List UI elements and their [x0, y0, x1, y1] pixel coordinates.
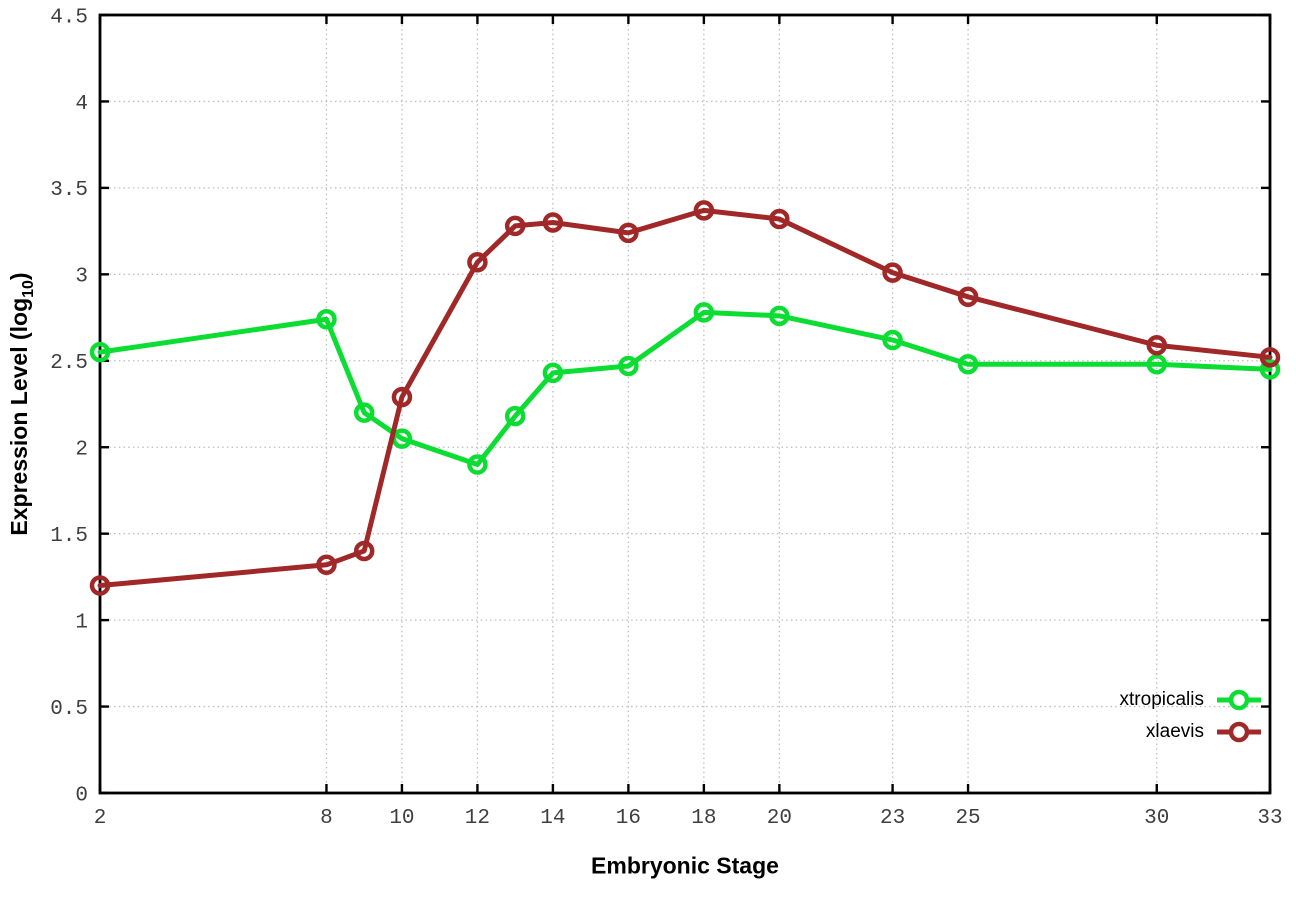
x-tick-label: 33: [1257, 807, 1282, 830]
y-axis-title-close: ): [6, 272, 33, 281]
data-point-marker: [693, 302, 715, 323]
x-tick-label: 16: [616, 807, 641, 830]
data-point-marker: [1146, 353, 1168, 375]
legend-label: xlaevis: [1145, 721, 1204, 742]
data-point-marker: [89, 341, 111, 363]
y-tick-label: 3.5: [50, 179, 88, 202]
data-point-marker: [353, 540, 375, 562]
data-point-marker: [467, 251, 488, 273]
x-tick-label: 25: [955, 807, 980, 830]
data-point-marker: [882, 329, 903, 351]
data-point-marker: [1146, 334, 1168, 356]
data-point-marker: [882, 262, 903, 283]
data-point-marker: [1259, 359, 1281, 380]
y-tick-labels: 0 0.5 1 1.5 2 2.5 3 3.5 4 4.5: [50, 6, 88, 807]
y-tick-label: 2.5: [50, 352, 88, 375]
data-point-marker: [618, 355, 639, 377]
y-tick-label: 4.5: [50, 6, 88, 29]
data-point-marker: [353, 402, 375, 423]
x-tick-label: 20: [767, 807, 792, 830]
x-axis-title: Embryonic Stage: [591, 852, 779, 879]
series-line-xtropicalis: [97, 309, 1273, 468]
legend-item-xlaevis: xlaevis: [1120, 716, 1262, 748]
data-point-marker: [504, 215, 526, 237]
data-point-marker: [89, 575, 111, 596]
series-xtropicalis: [89, 302, 1281, 475]
x-tick-label: 2: [94, 807, 107, 830]
x-tick-label: 14: [540, 807, 565, 830]
data-point-marker: [467, 454, 488, 475]
series-xlaevis: [89, 200, 1281, 596]
series-line-xlaevis: [97, 207, 1273, 589]
y-tick-label: 0.5: [50, 698, 88, 721]
y-tick-label: 2: [75, 439, 88, 462]
y-tick-label: 0: [75, 784, 88, 807]
series-marker-icon: [1217, 721, 1261, 743]
data-point-marker: [316, 554, 337, 576]
data-point-marker: [957, 286, 979, 308]
x-tick-labels: 2 8 10 12 14 16 18 20 23 25 30 33: [94, 807, 1283, 830]
x-tick-label: 8: [320, 807, 333, 830]
x-tick-label: 23: [880, 807, 905, 830]
data-point-marker: [1259, 347, 1281, 368]
data-point-marker: [618, 222, 639, 244]
data-point-marker: [391, 386, 413, 408]
x-tick-label: 10: [389, 807, 414, 830]
x-tick-label: 12: [465, 807, 490, 830]
data-point-marker: [504, 405, 526, 427]
y-tick-label: 4: [75, 93, 88, 116]
legend: xtropicalis xlaevis: [1120, 684, 1262, 748]
grid-lines: [100, 15, 1270, 793]
y-axis-title-subscript: 10: [19, 280, 37, 298]
plot-border: [98, 13, 1272, 795]
data-point-marker: [769, 208, 790, 230]
y-axis-title-text: Expression Level (log: [6, 297, 33, 536]
y-axis-title: Expression Level (log10): [6, 272, 38, 535]
data-point-marker: [957, 353, 979, 375]
data-point-marker: [693, 200, 715, 221]
y-tick-label: 1: [75, 611, 88, 634]
series-marker-icon: [1217, 689, 1261, 711]
legend-item-xtropicalis: xtropicalis: [1120, 684, 1262, 716]
data-point-marker: [542, 362, 564, 384]
y-tick-label: 1.5: [50, 525, 88, 548]
y-tick-label: 3: [75, 266, 88, 289]
data-point-marker: [542, 212, 564, 233]
legend-label: xtropicalis: [1119, 689, 1204, 710]
x-tick-label: 30: [1144, 807, 1169, 830]
data-point-marker: [769, 305, 790, 327]
data-point-marker: [316, 309, 337, 330]
x-tick-label: 18: [691, 807, 716, 830]
axis-ticks: [98, 13, 1272, 795]
